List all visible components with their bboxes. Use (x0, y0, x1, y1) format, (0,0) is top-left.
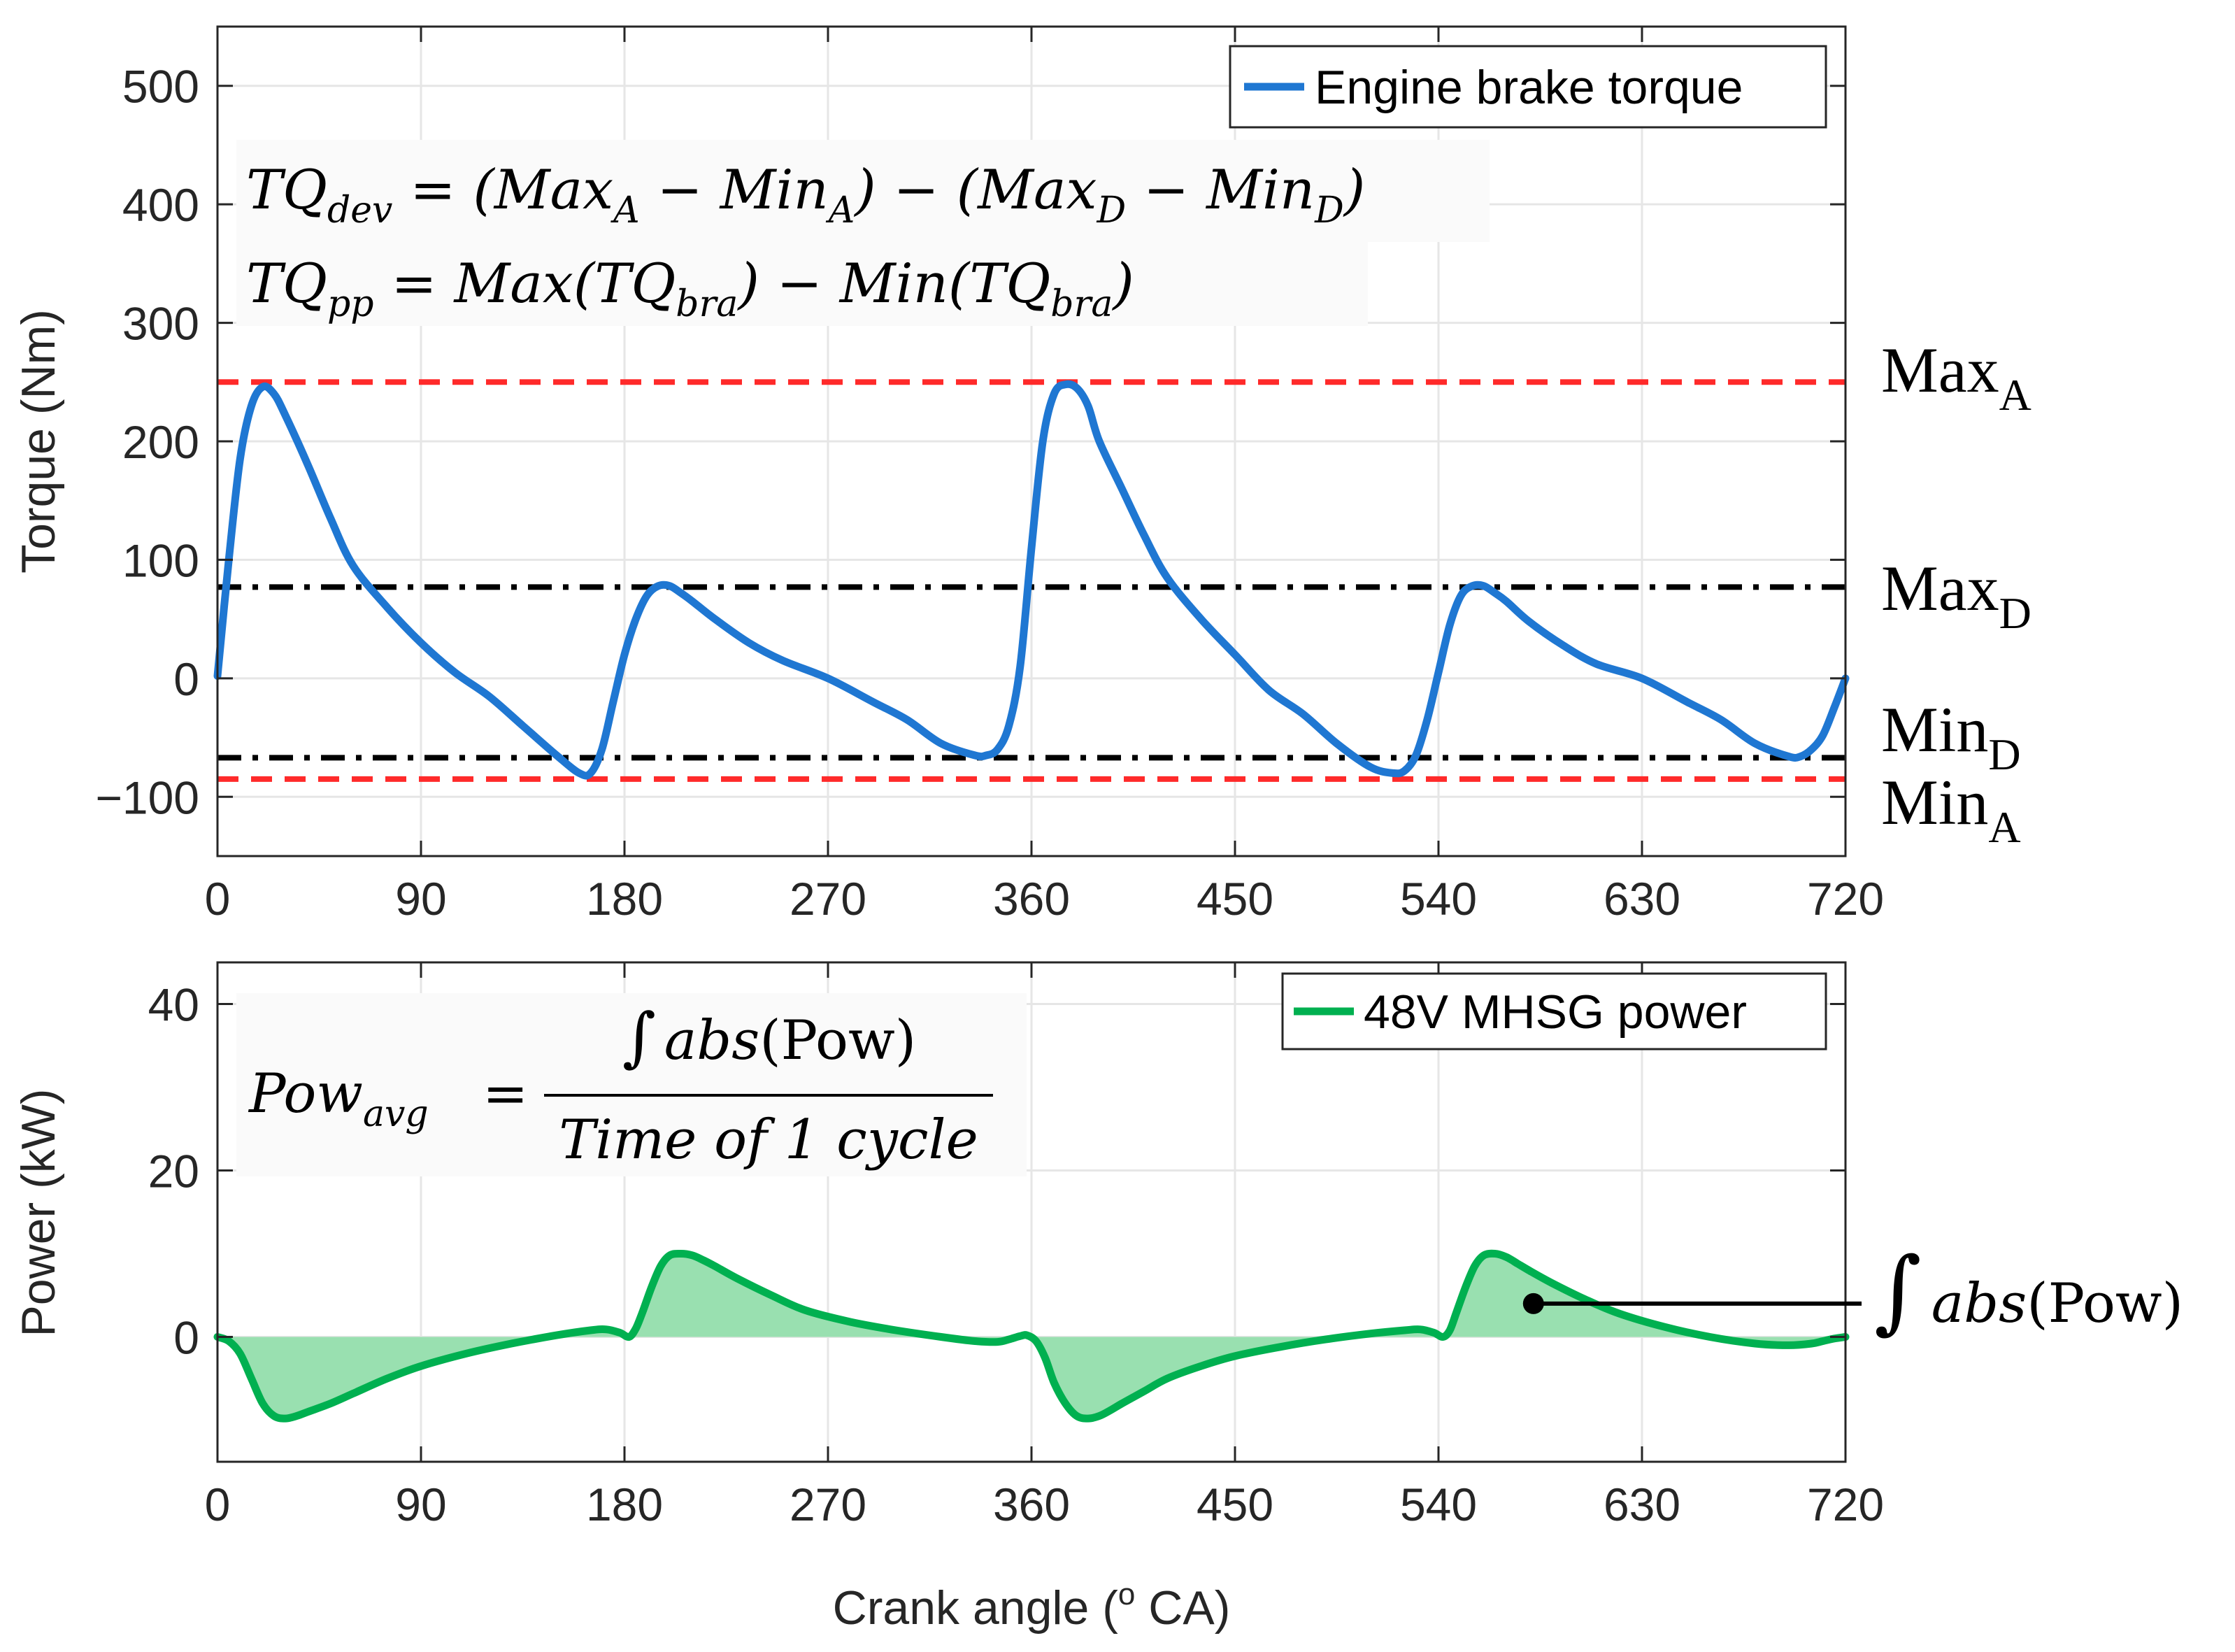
label-min-a: MinA (1881, 767, 2021, 852)
power-legend-box (1281, 972, 1827, 1051)
label-max-d: MaxD (1881, 553, 2032, 638)
torque-x-tick-label: 360 (993, 873, 1070, 925)
power-area-fill (217, 1253, 1845, 1419)
power-plot: 0 90 180 270 360 450 540 630 720 0 20 40 Power (kW)… (12, 961, 2183, 1635)
power-x-tick-label: 630 (1604, 1479, 1680, 1530)
eq-avg-lhs: Powavg (248, 1062, 429, 1135)
label-min-d: MinD (1881, 694, 2021, 779)
power-x-tick-label: 270 (790, 1479, 866, 1530)
integral-label: ∫ abs(Pow) (1874, 1237, 2183, 1344)
power-y-axis-label: Power (kW) (12, 1088, 65, 1337)
eq-dev-background (236, 140, 1490, 242)
torque-y-tick-label: 500 (122, 61, 199, 113)
torque-y-axis-label: Torque (Nm) (12, 309, 65, 574)
torque-x-tick-label: 720 (1807, 873, 1884, 925)
torque-legend-label: Engine brake torque (1315, 61, 1743, 114)
power-ticks: 0 90 180 270 360 450 540 630 720 0 20 40 (148, 962, 1884, 1530)
eq-avg-equals: = (483, 1062, 528, 1125)
torque-legend-box (1229, 45, 1827, 129)
torque-ticks: 0 90 180 270 360 450 540 630 720−100010020030040… (95, 27, 1884, 925)
power-x-tick-label: 450 (1197, 1479, 1273, 1530)
power-x-tick-label: 540 (1400, 1479, 1477, 1530)
eq-avg-denominator: Time of 1 cycle (559, 1109, 978, 1172)
integral-pointer-dot (1522, 1293, 1544, 1314)
torque-y-tick-label: 300 (122, 298, 199, 350)
torque-x-tick-label: 450 (1197, 873, 1273, 925)
eq-pow-avg: Powavg = ∫ abs(Pow) Time of 1 cycle (248, 999, 993, 1172)
power-legend-label: 48V MHSG power (1364, 985, 1747, 1039)
torque-legend: Engine brake torque (1229, 45, 1827, 129)
power-fill-area (217, 1253, 1845, 1419)
power-x-tick-label: 180 (586, 1479, 663, 1530)
torque-series (213, 380, 1850, 780)
power-y-tick-label: 0 (173, 1312, 199, 1364)
torque-line (213, 380, 1850, 780)
power-y-tick-label: 20 (148, 1146, 199, 1197)
torque-x-tick-label: 180 (586, 873, 663, 925)
power-y-tick-label: 40 (148, 979, 199, 1031)
torque-x-tick-label: 0 (205, 873, 231, 925)
power-x-tick-label: 90 (395, 1479, 446, 1530)
power-series (213, 1249, 1850, 1423)
torque-x-tick-label: 540 (1400, 873, 1477, 925)
eq-tq-dev: TQdev = (MaxA − MinA) − (MaxD − MinD) (246, 159, 1365, 232)
torque-x-tick-label: 90 (395, 873, 446, 925)
eq-avg-background (236, 993, 1027, 1176)
power-line (213, 1249, 1850, 1423)
x-axis-label: Crank angle (o CA) (833, 1577, 1231, 1635)
label-max-a: MaxA (1881, 334, 2032, 420)
torque-x-tick-label: 630 (1604, 873, 1680, 925)
eq-pp-background (236, 242, 1368, 326)
torque-x-tick-label: 270 (790, 873, 866, 925)
power-x-tick-label: 0 (205, 1479, 231, 1530)
torque-y-tick-label: 0 (173, 653, 199, 705)
power-x-tick-label: 360 (993, 1479, 1070, 1530)
power-legend: 48V MHSG power (1281, 972, 1827, 1051)
torque-y-tick-label: 200 (122, 416, 199, 468)
torque-y-tick-label: −100 (95, 771, 199, 823)
torque-y-tick-label: 400 (122, 179, 199, 231)
eq-tq-pp: TQpp = Max(TQbra) − Min(TQbra) (246, 252, 1134, 325)
power-x-tick-label: 720 (1807, 1479, 1884, 1530)
eq-avg-numerator: ∫ abs(Pow) (622, 999, 916, 1074)
torque-plot: 0 90 180 270 360 450 540 630 720−100010020030040… (12, 25, 2032, 925)
torque-y-tick-label: 100 (122, 534, 199, 586)
